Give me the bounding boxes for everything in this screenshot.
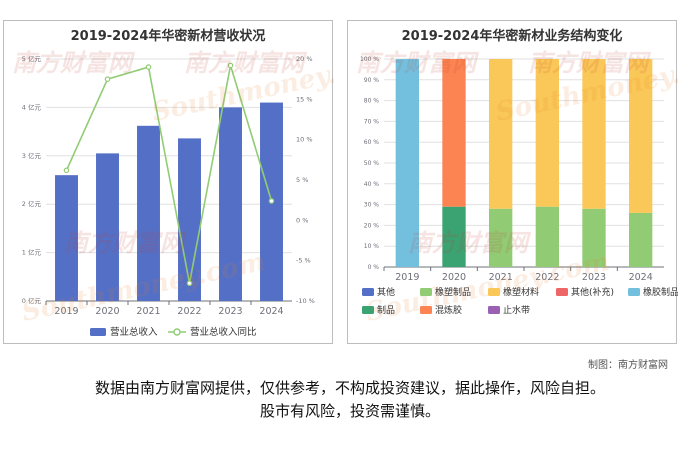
legend-swatch [628, 288, 640, 296]
legend-swatch [420, 288, 432, 296]
watermark-cn: 南方财富网 [408, 228, 532, 257]
legend-swatch [362, 306, 374, 314]
y-right-tick-label: 0 % [296, 216, 308, 224]
y-left-tick-label: 4 亿元 [22, 102, 42, 111]
legend-label: 混炼胶 [435, 304, 462, 316]
y-tick-label: 50 % [364, 160, 380, 167]
y-left-tick-label: 3 亿元 [22, 151, 42, 160]
legend-line-label: 营业总收入同比 [190, 326, 257, 338]
revenue-bar [55, 175, 78, 301]
y-tick-label: 30 % [364, 202, 380, 209]
y-left-tick-label: 0 亿元 [22, 296, 42, 305]
x-tick-label: 2019 [54, 306, 78, 317]
watermark-cn: 南方财富网 [356, 48, 480, 77]
yoy-line [65, 65, 273, 284]
legend-label: 橡塑制品 [435, 286, 471, 298]
x-tick-label: 2022 [535, 272, 559, 283]
yoy-point [268, 198, 275, 204]
x-tick-label: 2023 [582, 272, 606, 283]
y-right-tick-label: 10 % [296, 136, 313, 144]
legend-bar-label: 营业总收入 [110, 326, 158, 338]
legend-swatch [362, 288, 374, 296]
legend-swatch [488, 288, 500, 296]
y-tick-label: 40 % [364, 181, 380, 188]
business-structure-chart-panel: 2019-2024年华密新材业务结构变化 0 % 10 % 20 % 30 % 40 %… [347, 20, 678, 344]
y-left-tick-label: 5 亿元 [22, 54, 42, 63]
legend-bar-swatch [90, 328, 106, 336]
x-tick-label: 2023 [218, 306, 242, 317]
stacked-bar-segment [582, 59, 606, 209]
stacked-bar-segment [489, 208, 513, 267]
legend-line-marker [173, 328, 181, 336]
y-tick-label: 0 % [368, 264, 380, 271]
revenue-chart: 0 亿元 1 亿元 2 亿元 3 亿元 4 亿元 5 亿元 -10 % -5 % 0 % 5 % 1… [12, 47, 334, 338]
y-tick-label: 60 % [364, 139, 380, 146]
revenue-chart-panel: 2019-2024年华密新材营收状况 0 亿元 1 亿元 2 亿元 3 亿元 4 亿元 5… [3, 20, 334, 344]
legend-swatch [488, 306, 500, 314]
y-tick-label: 90 % [364, 77, 380, 84]
yoy-point [186, 280, 193, 287]
yoy-point [145, 64, 152, 70]
revenue-bar [137, 125, 160, 302]
watermark-cn: 南方财富网 [12, 48, 136, 77]
x-tick-label: 2022 [177, 306, 201, 317]
x-tick-label: 2024 [259, 306, 283, 317]
stacked-bar-segment [535, 59, 559, 207]
revenue-bar [178, 138, 201, 301]
y-right-tick-label: 15 % [296, 95, 313, 103]
y-left-tick-label: 1 亿元 [22, 248, 42, 257]
stacked-bar-segment [582, 208, 606, 267]
x-tick-label: 2021 [489, 272, 513, 283]
stacked-bar-segment [629, 59, 653, 213]
legend-label: 制品 [377, 304, 395, 316]
y-left-tick-label: 2 亿元 [22, 199, 42, 208]
legend-swatch [556, 288, 568, 296]
watermark-cn: 南方财富网 [64, 228, 188, 257]
legend-label: 止水带 [503, 304, 530, 316]
yoy-point [104, 76, 111, 82]
legend-label: 橡胶制品业 [643, 286, 678, 298]
x-tick-label: 2020 [442, 272, 466, 283]
stacked-bar-segment [442, 59, 466, 207]
legend-swatch [420, 306, 432, 314]
legend-label: 橡塑材料 [503, 286, 539, 298]
yoy-point [63, 167, 70, 174]
y-tick-label: 70 % [364, 118, 380, 125]
stacked-bar-segment [629, 212, 653, 267]
chart-credit: 制图：南方财富网 [588, 360, 668, 371]
stacked-bar-segment [395, 59, 419, 267]
x-tick-label: 2021 [136, 306, 160, 317]
watermark-cn: 南方财富网 [184, 48, 308, 77]
x-tick-label: 2024 [629, 272, 653, 283]
revenue-bar [219, 107, 242, 302]
y-tick-label: 100 % [360, 56, 379, 63]
y-tick-label: 80 % [364, 98, 380, 105]
y-right-tick-label: 5 % [296, 176, 308, 184]
disclaimer-line-2: 股市有风险，投资需谨慎。 [259, 402, 440, 420]
x-tick-label: 2020 [95, 306, 119, 317]
y-right-tick-label: -5 % [296, 257, 311, 265]
y-tick-label: 20 % [364, 222, 380, 229]
yoy-point [227, 62, 234, 69]
y-right-tick-label: -10 % [296, 297, 315, 305]
watermark-cn: 南方财富网 [528, 48, 652, 77]
stacked-bar-segment [442, 206, 466, 267]
revenue-bar [96, 153, 119, 301]
business-structure-chart: 0 % 10 % 20 % 30 % 40 % 50 % 60 % 70 % 80 % 90 % 1… [356, 47, 678, 328]
y-tick-label: 10 % [364, 243, 380, 250]
x-tick-label: 2019 [395, 272, 419, 283]
y-right-tick-label: 20 % [296, 55, 313, 63]
stacked-bar-segment [489, 59, 513, 209]
disclaimer-line-1: 数据由南方财富网提供，仅供参考，不构成投资建议，据此操作，风险自担。 [94, 379, 605, 397]
legend-label: 其他(补充) [571, 286, 614, 298]
legend-label: 其他 [377, 286, 395, 298]
stacked-bar-segment [535, 206, 559, 267]
business-structure-chart-title: 2019-2024年华密新材业务结构变化 [401, 29, 623, 44]
revenue-chart-title: 2019-2024年华密新材营收状况 [70, 29, 266, 44]
